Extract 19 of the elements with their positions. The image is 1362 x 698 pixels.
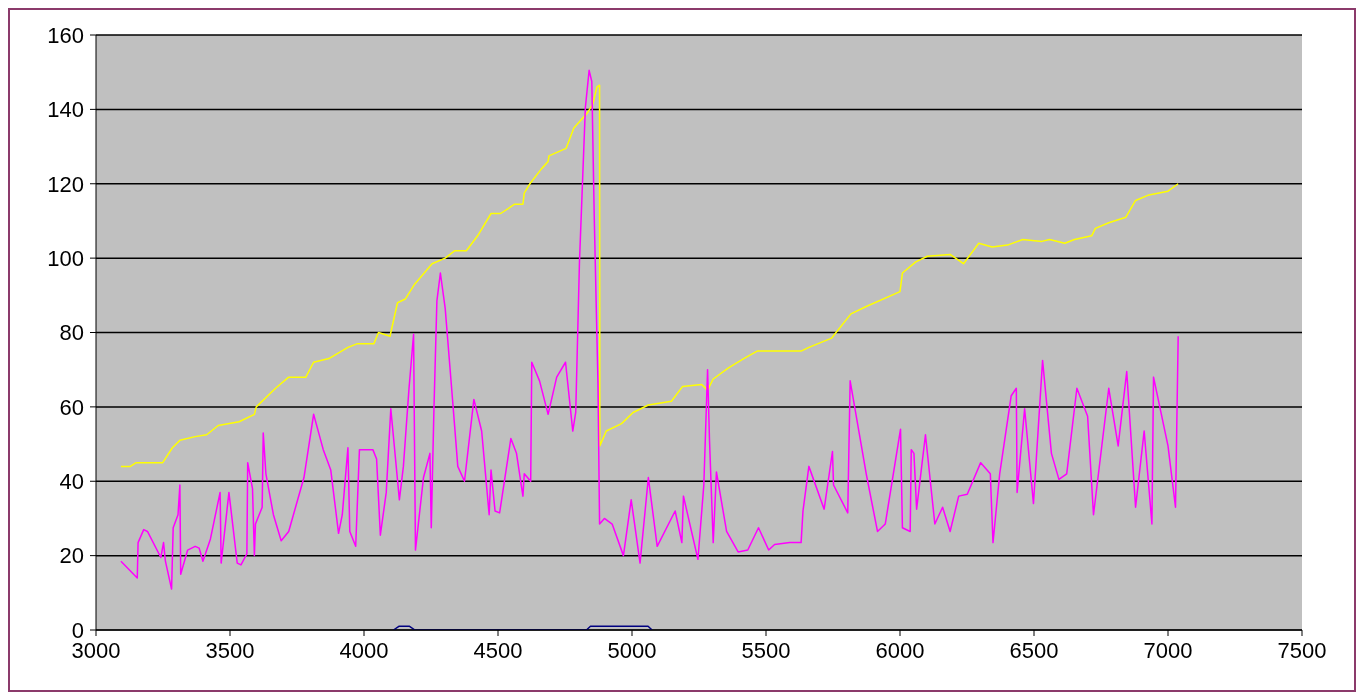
y-tick-label: 140: [47, 97, 84, 123]
line-series: [120, 69, 1179, 590]
x-tick-label: 5500: [741, 637, 791, 663]
y-tick-label: 80: [59, 320, 84, 346]
x-tick-label: 7500: [1277, 637, 1327, 663]
y-tick-label: 160: [47, 22, 84, 48]
x-tick-label: 3500: [205, 637, 255, 663]
x-tick-label: 5000: [607, 637, 657, 663]
line-series: [120, 84, 1179, 468]
y-tick-label: 100: [47, 245, 84, 271]
x-tick-label: 6000: [875, 637, 925, 663]
x-tick-label: 4000: [339, 637, 389, 663]
x-tick-label: 6500: [1009, 637, 1059, 663]
x-tick-label: 7000: [1143, 637, 1193, 663]
y-tick-label: 40: [59, 469, 84, 495]
x-tick-label: 4500: [473, 637, 523, 663]
y-tick-label: 60: [59, 394, 84, 420]
y-tick-label: 120: [47, 171, 84, 197]
y-tick-label: 20: [59, 543, 84, 569]
